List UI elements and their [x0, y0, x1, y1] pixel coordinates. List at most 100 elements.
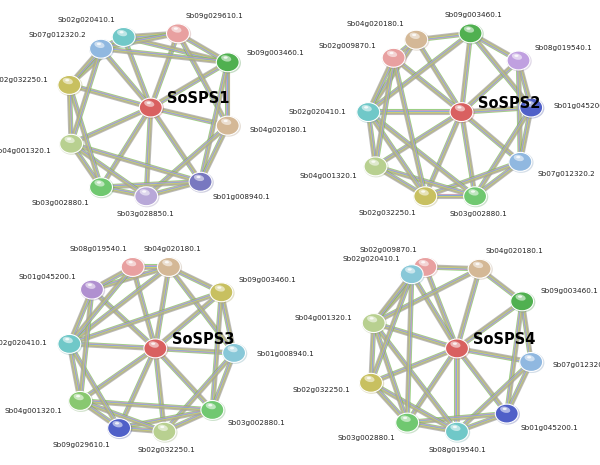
Ellipse shape: [210, 283, 233, 302]
Ellipse shape: [511, 292, 535, 312]
Text: Sb04g020180.1: Sb04g020180.1: [347, 21, 404, 27]
Ellipse shape: [58, 334, 83, 355]
Text: Sb08g019540.1: Sb08g019540.1: [535, 45, 593, 51]
Ellipse shape: [166, 24, 190, 43]
Ellipse shape: [495, 404, 518, 423]
Ellipse shape: [89, 39, 112, 58]
Ellipse shape: [464, 26, 474, 33]
Ellipse shape: [512, 53, 522, 60]
Ellipse shape: [473, 262, 483, 268]
Text: Sb04g001320.1: Sb04g001320.1: [4, 408, 62, 414]
Ellipse shape: [174, 27, 178, 30]
Ellipse shape: [445, 339, 470, 359]
Text: Sb02g032250.1: Sb02g032250.1: [138, 447, 196, 453]
Text: Sb02g032250.1: Sb02g032250.1: [293, 386, 350, 392]
Ellipse shape: [112, 27, 137, 48]
Ellipse shape: [362, 105, 372, 112]
Ellipse shape: [216, 53, 241, 73]
Ellipse shape: [446, 422, 469, 441]
Ellipse shape: [396, 413, 419, 432]
Ellipse shape: [76, 395, 80, 398]
Ellipse shape: [221, 119, 231, 125]
Text: SoSPS2: SoSPS2: [478, 95, 540, 111]
Ellipse shape: [62, 78, 73, 84]
Ellipse shape: [139, 98, 162, 117]
Ellipse shape: [157, 258, 181, 276]
Ellipse shape: [65, 79, 70, 81]
Ellipse shape: [224, 120, 228, 122]
Ellipse shape: [459, 24, 482, 43]
Text: Sb02g020410.1: Sb02g020410.1: [343, 256, 400, 262]
Ellipse shape: [112, 421, 122, 427]
Text: Sb02g020410.1: Sb02g020410.1: [58, 17, 116, 23]
Ellipse shape: [97, 43, 101, 45]
Ellipse shape: [157, 257, 182, 278]
Ellipse shape: [153, 422, 176, 441]
Ellipse shape: [85, 283, 95, 289]
Ellipse shape: [414, 258, 437, 276]
Ellipse shape: [189, 172, 214, 193]
Ellipse shape: [503, 408, 507, 410]
Ellipse shape: [208, 404, 212, 406]
Text: Sb08g019540.1: Sb08g019540.1: [428, 447, 486, 453]
Text: Sb01g008940.1: Sb01g008940.1: [256, 351, 314, 357]
Ellipse shape: [457, 106, 461, 108]
Ellipse shape: [171, 26, 181, 33]
Ellipse shape: [146, 102, 151, 104]
Ellipse shape: [395, 413, 421, 434]
Ellipse shape: [107, 418, 131, 438]
Ellipse shape: [89, 39, 114, 60]
Ellipse shape: [68, 392, 94, 412]
Ellipse shape: [400, 265, 425, 285]
Ellipse shape: [217, 286, 221, 289]
Ellipse shape: [356, 102, 382, 123]
Text: Sb03g002880.1: Sb03g002880.1: [450, 211, 508, 217]
Ellipse shape: [152, 422, 178, 443]
Ellipse shape: [58, 75, 81, 94]
Ellipse shape: [405, 267, 415, 273]
Ellipse shape: [371, 160, 376, 163]
Ellipse shape: [407, 268, 412, 271]
Ellipse shape: [112, 27, 135, 46]
Ellipse shape: [507, 51, 532, 72]
Ellipse shape: [134, 186, 160, 207]
Ellipse shape: [140, 189, 150, 196]
Ellipse shape: [149, 341, 159, 348]
Text: Sb09g029610.1: Sb09g029610.1: [52, 442, 110, 448]
Ellipse shape: [80, 280, 103, 299]
Ellipse shape: [359, 373, 382, 392]
Ellipse shape: [144, 100, 154, 107]
Ellipse shape: [421, 261, 425, 263]
Text: Sb01g045200.1: Sb01g045200.1: [553, 103, 600, 109]
Text: Sb01g045200.1: Sb01g045200.1: [520, 425, 578, 431]
Ellipse shape: [412, 34, 416, 36]
Text: SoSPS4: SoSPS4: [473, 332, 536, 347]
Ellipse shape: [119, 31, 124, 33]
Text: Sb09g003460.1: Sb09g003460.1: [238, 278, 296, 284]
Ellipse shape: [216, 116, 241, 137]
Ellipse shape: [94, 180, 104, 186]
Ellipse shape: [62, 337, 73, 343]
Ellipse shape: [511, 292, 533, 311]
Ellipse shape: [97, 181, 101, 184]
Text: Sb02g009870.1: Sb02g009870.1: [359, 247, 417, 253]
Ellipse shape: [446, 339, 469, 358]
Ellipse shape: [189, 173, 212, 191]
Ellipse shape: [516, 156, 520, 158]
Ellipse shape: [468, 259, 493, 280]
Ellipse shape: [419, 189, 429, 196]
Ellipse shape: [387, 51, 397, 57]
Ellipse shape: [389, 52, 394, 54]
Ellipse shape: [362, 313, 385, 332]
Ellipse shape: [67, 138, 71, 140]
Ellipse shape: [524, 355, 535, 361]
Ellipse shape: [209, 283, 235, 303]
Text: Sb07g012320.2: Sb07g012320.2: [29, 32, 87, 38]
Ellipse shape: [165, 261, 169, 263]
Ellipse shape: [527, 356, 531, 359]
Ellipse shape: [166, 24, 191, 44]
Ellipse shape: [414, 187, 437, 206]
Ellipse shape: [117, 30, 127, 36]
Text: Sb09g003460.1: Sb09g003460.1: [444, 12, 502, 18]
Text: Sb02g009870.1: Sb02g009870.1: [319, 43, 376, 49]
